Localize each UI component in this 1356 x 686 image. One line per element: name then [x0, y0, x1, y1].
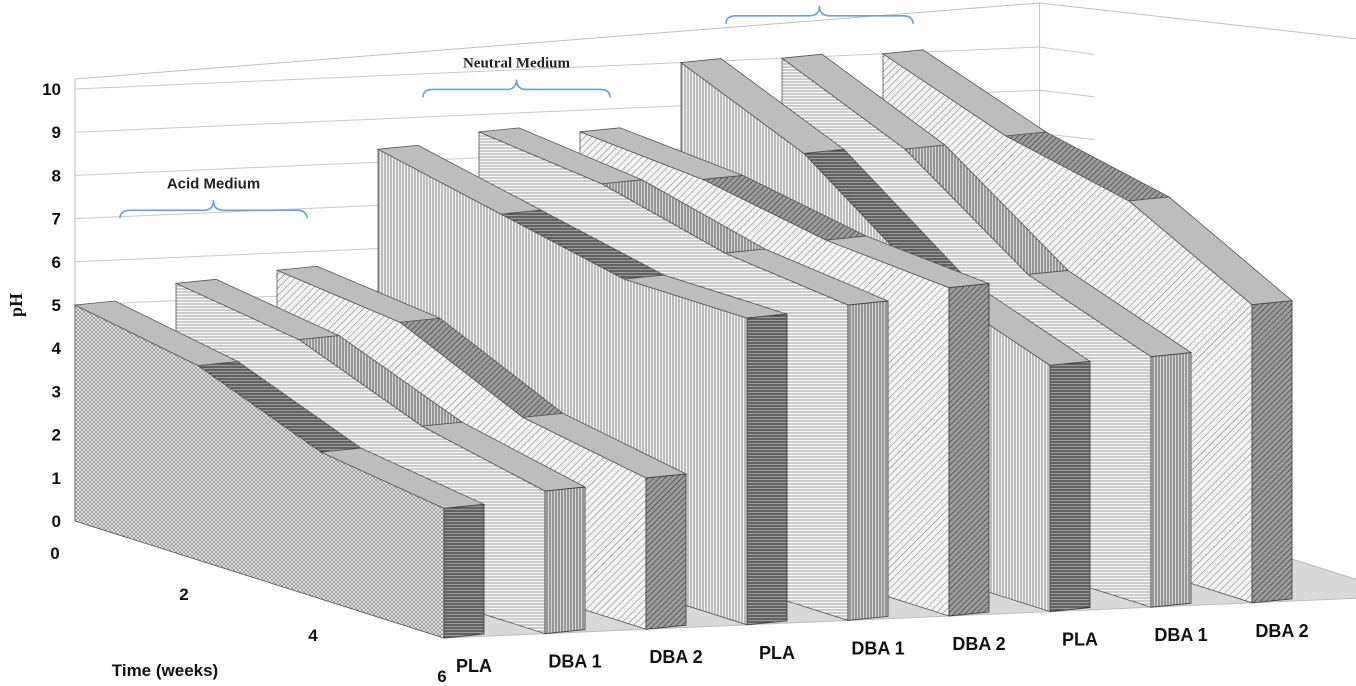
series-end-cap [1251, 300, 1293, 604]
y-tick-label: 7 [52, 210, 61, 229]
category-label: DBA 1 [851, 638, 904, 658]
y-tick-label: 2 [52, 426, 61, 445]
y-tick-label: 1 [52, 469, 61, 488]
x-tick-label: 0 [50, 544, 59, 563]
x-axis-label: Time (weeks) [112, 661, 218, 680]
series-end-cap [544, 486, 586, 635]
y-tick-label: 6 [52, 253, 61, 272]
y-tick-label: 9 [52, 123, 61, 142]
series-end-cap [645, 473, 687, 630]
category-label: DBA 1 [1154, 625, 1207, 645]
x-tick-label: 2 [179, 585, 188, 604]
series-end-cap [847, 300, 889, 621]
y-axis-label: pH [6, 293, 26, 317]
series-band-1 [73, 300, 486, 639]
y-tick-label: 3 [52, 382, 61, 401]
category-label: DBA 2 [1255, 621, 1308, 641]
category-label: DBA 2 [952, 634, 1005, 654]
series-end-cap [746, 313, 788, 626]
y-tick-label: 10 [42, 80, 61, 99]
category-label: PLA [759, 643, 795, 663]
group-brace [422, 79, 611, 98]
category-label: DBA 2 [649, 647, 702, 667]
category-label: PLA [1062, 630, 1098, 650]
category-label: DBA 1 [548, 652, 601, 672]
side-wall-top [1039, 2, 1356, 40]
side-gridline [1039, 46, 1095, 55]
series-end-cap [948, 283, 990, 617]
group-label: Acid Medium [167, 175, 260, 192]
x-tick-label: 4 [308, 626, 318, 645]
category-label: PLA [456, 656, 492, 676]
series-end-cap [1049, 360, 1091, 613]
x-tick-label: 6 [437, 667, 446, 686]
group-brace [119, 200, 308, 219]
y-tick-label: 0 [52, 512, 61, 531]
gridline [74, 46, 1040, 90]
y-tick-label: 5 [52, 296, 61, 315]
y-tick-label: 4 [52, 339, 62, 358]
side-gridline [1039, 89, 1095, 98]
group-brace [725, 5, 914, 24]
series-end-cap [443, 503, 485, 639]
group-label: Neutral Medium [463, 55, 571, 71]
series-end-cap [1150, 352, 1192, 608]
y-tick-label: 8 [52, 166, 61, 185]
